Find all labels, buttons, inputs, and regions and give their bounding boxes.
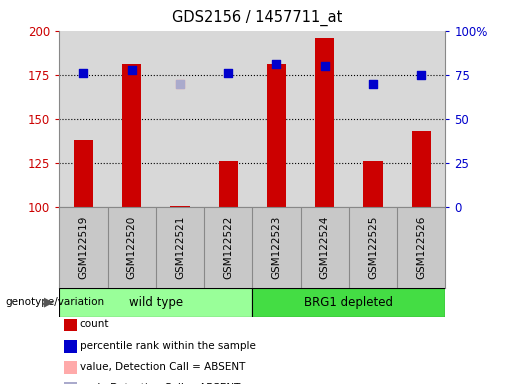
Bar: [170, 205, 190, 207]
Point: [321, 63, 329, 69]
Bar: [364, 161, 383, 207]
Text: GSM122523: GSM122523: [271, 216, 282, 280]
Text: GSM122522: GSM122522: [223, 216, 233, 280]
Bar: [411, 131, 431, 207]
Point: [128, 66, 136, 73]
Bar: [252, 288, 445, 317]
Bar: [315, 38, 334, 207]
Text: percentile rank within the sample: percentile rank within the sample: [80, 341, 256, 351]
Text: GSM122521: GSM122521: [175, 216, 185, 280]
Point: [79, 70, 88, 76]
Point: [369, 81, 377, 87]
Text: GSM122524: GSM122524: [320, 216, 330, 280]
Text: rank, Detection Call = ABSENT: rank, Detection Call = ABSENT: [80, 383, 240, 384]
Bar: [267, 64, 286, 207]
Text: wild type: wild type: [129, 296, 183, 309]
Text: GSM122519: GSM122519: [78, 216, 89, 280]
Point: [272, 61, 281, 67]
Text: GSM122520: GSM122520: [127, 216, 136, 279]
Text: GSM122525: GSM122525: [368, 216, 378, 280]
Bar: [74, 140, 93, 207]
Text: value, Detection Call = ABSENT: value, Detection Call = ABSENT: [80, 362, 245, 372]
Point: [417, 72, 425, 78]
Point: [224, 70, 232, 76]
Text: GSM122526: GSM122526: [416, 216, 426, 280]
Text: GDS2156 / 1457711_at: GDS2156 / 1457711_at: [173, 10, 342, 26]
Point: [176, 81, 184, 87]
Bar: [59, 288, 252, 317]
Text: genotype/variation: genotype/variation: [5, 297, 104, 308]
Text: BRG1 depleted: BRG1 depleted: [304, 296, 393, 309]
Point: [176, 81, 184, 87]
Text: count: count: [80, 319, 109, 329]
Text: ▶: ▶: [44, 296, 54, 309]
Bar: [122, 64, 141, 207]
Bar: [218, 161, 238, 207]
